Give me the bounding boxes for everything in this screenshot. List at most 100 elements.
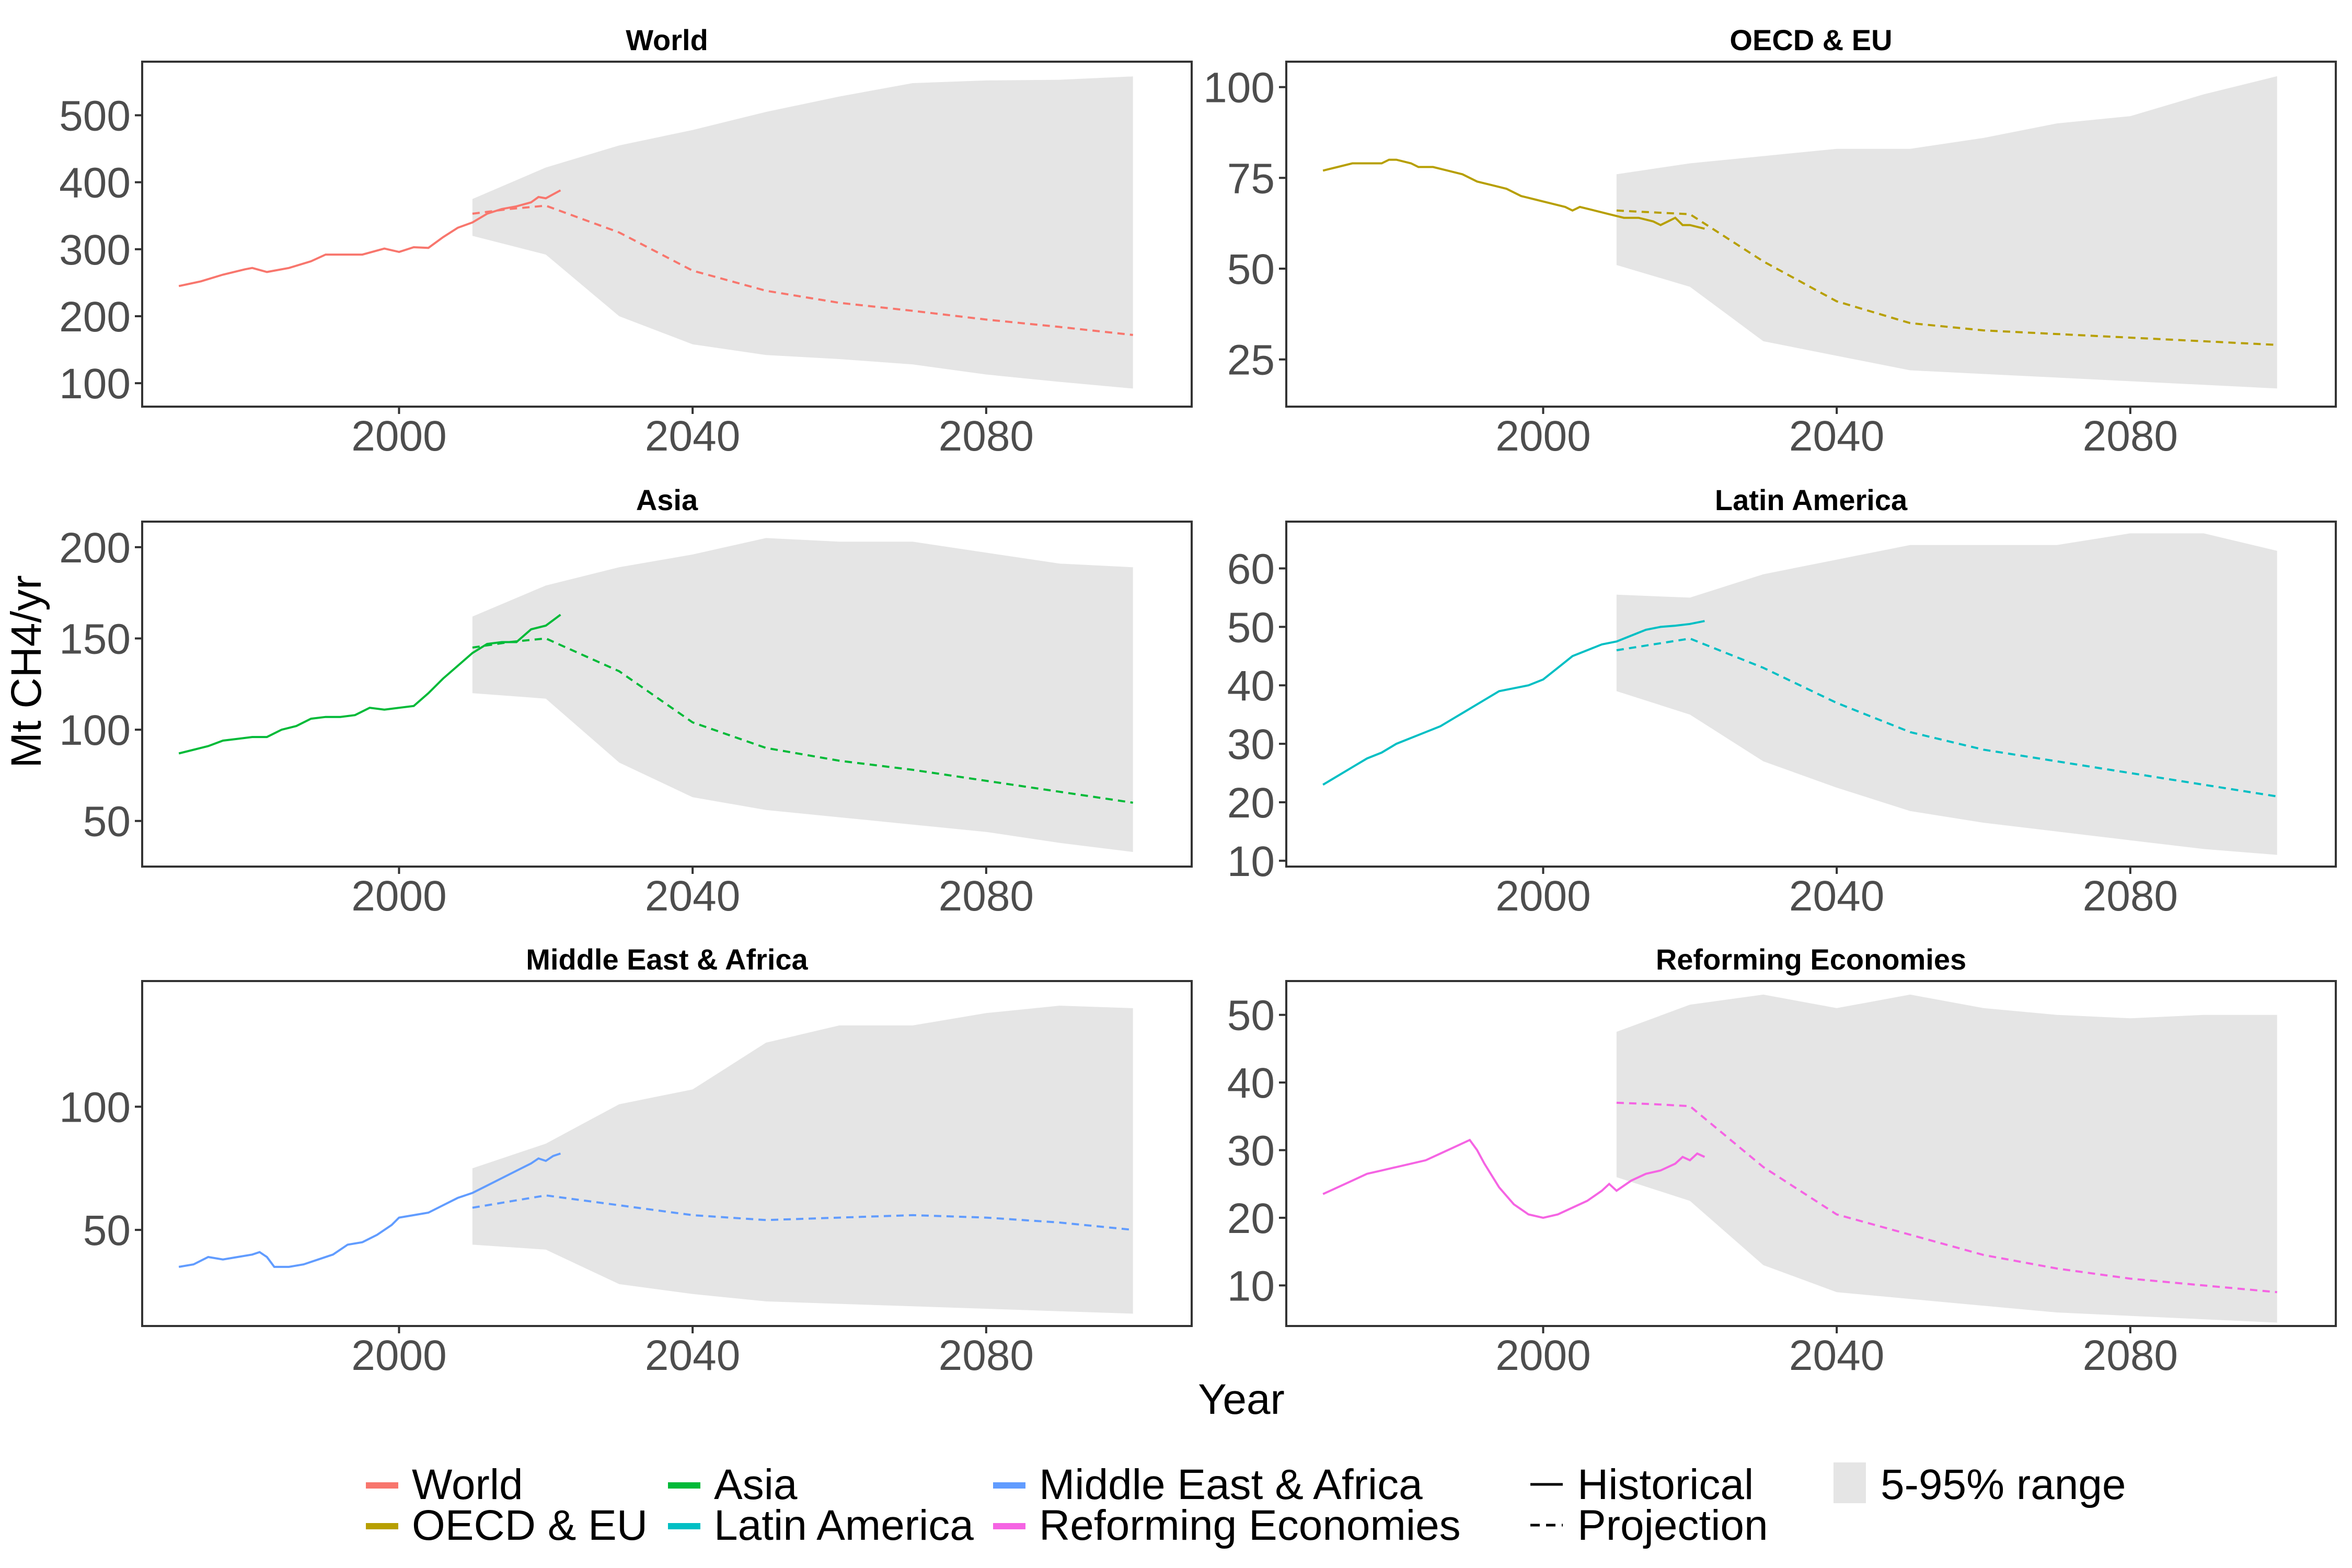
- legend-item-latin-america: Latin America: [668, 1502, 974, 1549]
- legend-key-range: [1834, 1462, 1866, 1503]
- x-tick-label: 2000: [1495, 1332, 1590, 1379]
- legend-item-reforming-economies: Reforming Economies: [993, 1502, 1461, 1549]
- y-tick-label: 100: [59, 707, 131, 754]
- panel-border: [141, 521, 1193, 868]
- y-tick-label: 100: [59, 360, 131, 408]
- y-tick-label: 10: [1227, 1262, 1275, 1310]
- x-tick-label: 2000: [351, 872, 446, 920]
- y-tick-label: 10: [1227, 838, 1275, 885]
- historical-line-world: [178, 189, 561, 287]
- projection-line-oecd-eu: [1616, 209, 2277, 346]
- historical-line-oecd-eu: [1322, 158, 1705, 230]
- range-band-oecd-eu: [1616, 76, 2277, 389]
- x-axis-label: Year: [1198, 1376, 1285, 1423]
- panel-title-middle-east-africa: Middle East & Africa: [526, 943, 808, 976]
- legend: World OECD & EU Asia Latin America Middl…: [366, 1461, 2126, 1549]
- range-band-asia: [472, 538, 1133, 852]
- projection-line-middle-east-africa: [472, 1194, 1133, 1231]
- legend-label-range: 5-95% range: [1881, 1461, 2126, 1508]
- x-tick-label: 2000: [1495, 872, 1590, 920]
- y-tick-label: 40: [1227, 1059, 1275, 1107]
- legend-label-oecd-eu: OECD & EU: [412, 1502, 648, 1549]
- panel-title-latin-america: Latin America: [1715, 483, 1908, 516]
- panel-asia: Asia 50 100 150 200 2000 2040 2080: [59, 483, 1193, 920]
- x-tick-label: 2080: [2083, 1332, 2178, 1379]
- panel-title-asia: Asia: [636, 483, 698, 516]
- panel-middle-east-africa: Middle East & Africa 50 100 2000 2040 2080: [59, 943, 1193, 1379]
- historical-line-latin-america: [1322, 620, 1705, 786]
- panel-reforming-economies: Reforming Economies 10 20 30 40 50 2000 2040 208…: [1227, 943, 2337, 1379]
- legend-item-range: 5-95% range: [1834, 1461, 2126, 1508]
- projection-line-asia: [472, 637, 1133, 804]
- legend-label-middle-east-africa: Middle East & Africa: [1039, 1461, 1423, 1508]
- y-tick-label: 75: [1227, 155, 1275, 202]
- y-tick-label: 30: [1227, 721, 1275, 768]
- range-band-world: [472, 76, 1133, 389]
- x-tick-label: 2040: [1789, 412, 1884, 460]
- y-tick-label: 300: [59, 226, 131, 274]
- legend-item-world: World: [366, 1461, 523, 1508]
- panel-border: [1285, 61, 2337, 408]
- y-tick-label: 50: [1227, 992, 1275, 1040]
- range-band-middle-east-africa: [472, 1006, 1133, 1314]
- legend-label-historical: Historical: [1577, 1461, 1754, 1508]
- panel-title-world: World: [626, 24, 708, 56]
- legend-item-projection: Projection: [1530, 1502, 1768, 1549]
- legend-label-projection: Projection: [1577, 1502, 1768, 1549]
- x-tick-label: 2000: [1495, 412, 1590, 460]
- panel-title-reforming-economies: Reforming Economies: [1656, 943, 1966, 976]
- y-tick-label: 20: [1227, 779, 1275, 827]
- historical-line-middle-east-africa: [178, 1152, 561, 1268]
- legend-item-oecd-eu: OECD & EU: [366, 1502, 648, 1549]
- x-tick-label: 2040: [1789, 872, 1884, 920]
- y-tick-label: 50: [1227, 604, 1275, 651]
- legend-label-reforming-economies: Reforming Economies: [1039, 1502, 1461, 1549]
- legend-label-asia: Asia: [714, 1461, 798, 1508]
- y-tick-label: 50: [83, 798, 131, 846]
- legend-label-latin-america: Latin America: [714, 1502, 974, 1549]
- legend-item-asia: Asia: [668, 1461, 798, 1508]
- x-tick-label: 2000: [351, 412, 446, 460]
- panel-title-oecd-eu: OECD & EU: [1730, 24, 1892, 56]
- x-tick-label: 2040: [645, 412, 740, 460]
- panel-border: [1285, 980, 2337, 1327]
- historical-line-reforming-economies: [1322, 1138, 1705, 1219]
- y-tick-label: 50: [1227, 246, 1275, 293]
- projection-line-world: [472, 204, 1133, 336]
- x-tick-label: 2040: [645, 872, 740, 920]
- y-tick-label: 60: [1227, 545, 1275, 593]
- y-tick-label: 25: [1227, 337, 1275, 384]
- y-tick-label: 100: [59, 1083, 131, 1131]
- panel-border: [141, 61, 1193, 408]
- historical-line-asia: [178, 614, 561, 755]
- legend-item-historical: Historical: [1530, 1461, 1754, 1508]
- projection-line-latin-america: [1616, 637, 2278, 798]
- x-tick-label: 2080: [939, 1332, 1034, 1379]
- y-tick-label: 200: [59, 293, 131, 341]
- projection-line-reforming-economies: [1616, 1101, 2277, 1294]
- panel-world: World 100 200 300 400 500 2000 2040 2080: [59, 24, 1193, 460]
- x-tick-label: 2040: [1789, 1332, 1884, 1379]
- x-tick-label: 2080: [2083, 872, 2178, 920]
- range-band-reforming-economies: [1616, 994, 2277, 1323]
- y-tick-label: 400: [59, 159, 131, 207]
- panel-oecd-eu: OECD & EU 25 50 75 100 2000 2040 2080: [1203, 24, 2337, 460]
- y-tick-label: 500: [59, 93, 131, 140]
- legend-item-middle-east-africa: Middle East & Africa: [993, 1461, 1423, 1508]
- y-tick-label: 150: [59, 615, 131, 663]
- x-tick-label: 2080: [939, 412, 1034, 460]
- x-tick-label: 2080: [939, 872, 1034, 920]
- panel-border: [1285, 521, 2337, 868]
- panel-border: [141, 980, 1193, 1327]
- y-tick-label: 200: [59, 524, 131, 572]
- y-tick-label: 20: [1227, 1195, 1275, 1242]
- y-tick-label: 50: [83, 1207, 131, 1254]
- panel-latin-america: Latin America 10 20 30 40 50 60 2000 2040 2080: [1227, 483, 2337, 920]
- legend-label-world: World: [412, 1461, 523, 1508]
- x-tick-label: 2000: [351, 1332, 446, 1379]
- x-tick-label: 2080: [2083, 412, 2178, 460]
- x-tick-label: 2040: [645, 1332, 740, 1379]
- y-tick-label: 40: [1227, 662, 1275, 710]
